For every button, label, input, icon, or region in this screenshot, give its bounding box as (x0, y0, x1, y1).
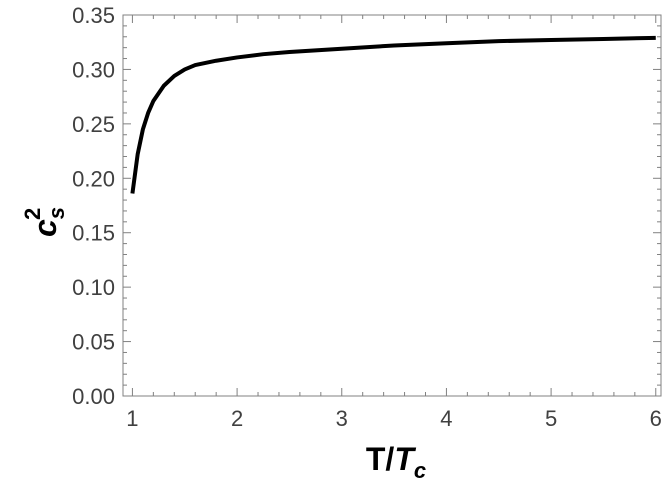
x-axis-label-subscript: c (414, 458, 426, 483)
y-tick-label: 0.20 (72, 166, 115, 191)
series-line (130, 35, 656, 194)
y-axis-label-superscript: 2 (20, 208, 45, 220)
svg-text:cs2: cs2 (20, 207, 69, 237)
series-layer (130, 35, 656, 194)
y-tick-label: 0.25 (72, 112, 115, 137)
x-axis-label-main: T/ (366, 441, 395, 477)
x-tick-label: 4 (440, 406, 452, 431)
x-tick-label: 2 (231, 406, 243, 431)
y-axis-ticks: 0.00 0.05 0.10 0.15 0.20 0.25 0.30 0.35 (72, 3, 661, 409)
y-axis-label: cs2 (20, 207, 69, 237)
y-tick-label: 0.00 (72, 384, 115, 409)
svg-text:T/Tc: T/Tc (366, 441, 426, 483)
x-tick-label: 6 (650, 406, 662, 431)
x-axis-ticks: 1 2 3 4 5 6 (126, 15, 662, 431)
x-axis-label-italic: T (394, 441, 416, 477)
x-tick-label: 5 (545, 406, 557, 431)
x-tick-label: 3 (336, 406, 348, 431)
y-tick-label: 0.10 (72, 275, 115, 300)
x-tick-label: 1 (126, 406, 138, 431)
y-axis-label-base: c (27, 219, 63, 237)
plot-frame (122, 14, 662, 397)
y-tick-label: 0.30 (72, 57, 115, 82)
x-axis-label: T/Tc (366, 441, 426, 483)
y-tick-label: 0.05 (72, 330, 115, 355)
y-axis-label-subscript: s (44, 207, 69, 219)
y-tick-label: 0.15 (72, 221, 115, 246)
y-tick-label: 0.35 (72, 3, 115, 28)
